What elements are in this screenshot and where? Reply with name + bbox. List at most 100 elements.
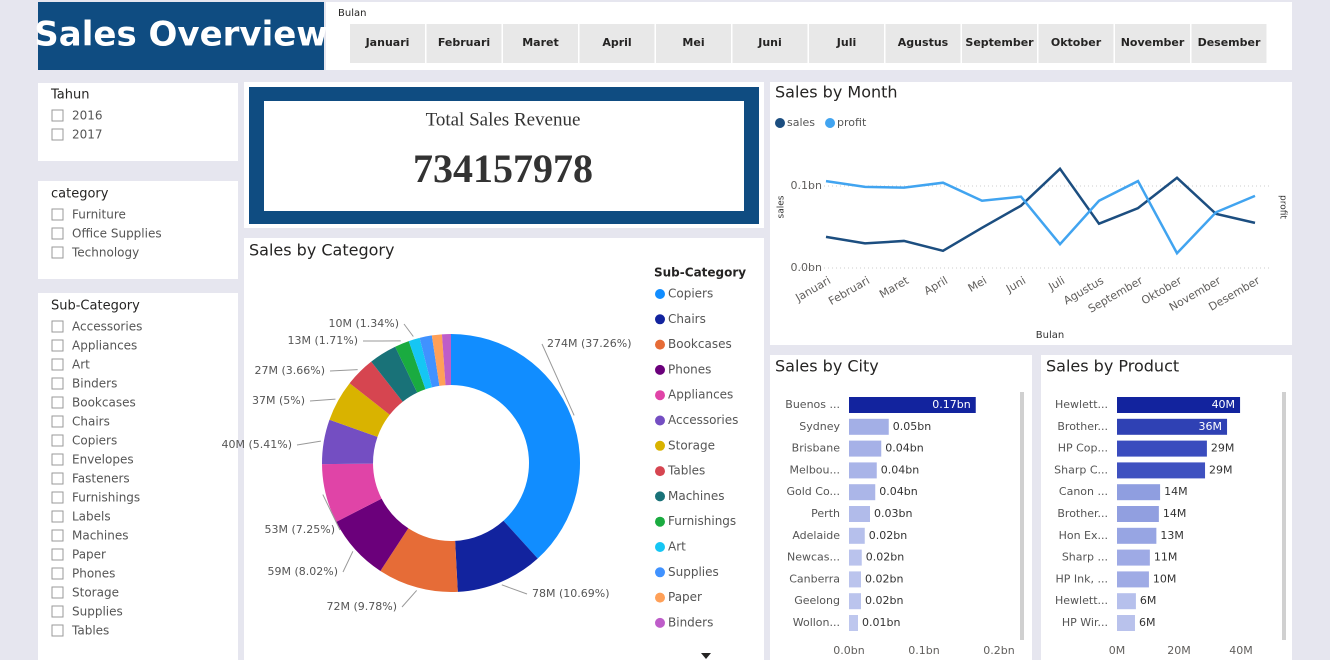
bar[interactable] xyxy=(1117,571,1149,588)
month-button-label[interactable]: Januari xyxy=(365,36,410,49)
checkbox[interactable] xyxy=(51,246,64,259)
month-button-label[interactable]: April xyxy=(602,36,631,49)
checkbox[interactable] xyxy=(51,415,64,428)
legend-label[interactable]: Tables xyxy=(667,464,705,478)
legend-label[interactable]: Furnishings xyxy=(668,514,736,528)
legend-label[interactable]: Storage xyxy=(668,438,715,452)
bar[interactable] xyxy=(1117,462,1206,479)
slicer-option[interactable]: Art xyxy=(72,358,90,372)
bar[interactable] xyxy=(849,615,858,631)
checkbox[interactable] xyxy=(51,227,64,240)
month-button[interactable] xyxy=(1038,24,1114,63)
legend-marker[interactable] xyxy=(655,339,665,350)
checkbox[interactable] xyxy=(51,510,64,523)
month-button-label[interactable]: Februari xyxy=(438,36,490,49)
month-button-label[interactable]: Mei xyxy=(682,36,704,49)
bar[interactable] xyxy=(1117,615,1135,631)
legend-marker[interactable] xyxy=(655,364,665,375)
checkbox[interactable] xyxy=(51,624,64,637)
legend-label[interactable]: Binders xyxy=(668,615,713,629)
legend-marker[interactable] xyxy=(655,516,665,527)
legend-marker[interactable] xyxy=(655,592,665,603)
bar[interactable] xyxy=(1117,549,1150,566)
slicer-option[interactable]: Chairs xyxy=(72,415,110,429)
checkbox[interactable] xyxy=(51,529,64,542)
bar[interactable] xyxy=(849,484,876,501)
slicer-option[interactable]: Supplies xyxy=(72,605,123,619)
month-button-label[interactable]: Maret xyxy=(522,36,559,49)
checkbox[interactable] xyxy=(51,396,64,409)
slicer-option[interactable]: Machines xyxy=(72,529,128,543)
checkbox[interactable] xyxy=(51,339,64,352)
slicer-option[interactable]: Binders xyxy=(72,377,117,391)
month-button-label[interactable]: Oktober xyxy=(1051,36,1102,49)
month-button[interactable] xyxy=(579,24,655,63)
month-button[interactable] xyxy=(885,24,961,63)
checkbox[interactable] xyxy=(51,208,64,221)
slicer-option[interactable]: Labels xyxy=(72,510,111,524)
legend-marker[interactable] xyxy=(655,390,665,401)
legend-label[interactable]: Machines xyxy=(668,489,724,503)
bar[interactable] xyxy=(1117,397,1241,413)
bar[interactable] xyxy=(849,549,862,566)
slicer-option[interactable]: 2017 xyxy=(72,128,103,142)
slicer-option[interactable]: 2016 xyxy=(72,109,103,123)
checkbox[interactable] xyxy=(51,320,64,333)
month-button[interactable] xyxy=(350,24,425,63)
bar[interactable] xyxy=(1117,440,1207,457)
checkbox[interactable] xyxy=(51,358,64,371)
month-button[interactable] xyxy=(809,24,884,63)
legend-label[interactable]: Accessories xyxy=(668,413,738,427)
bar[interactable] xyxy=(849,571,861,588)
legend-label[interactable]: Paper xyxy=(668,590,702,604)
legend-marker[interactable] xyxy=(655,567,665,578)
month-button[interactable] xyxy=(1115,24,1190,63)
slicer-option[interactable]: Office Supplies xyxy=(72,227,162,241)
month-button-label[interactable]: September xyxy=(965,36,1034,49)
slicer-option[interactable]: Paper xyxy=(72,548,106,562)
checkbox[interactable] xyxy=(51,586,64,599)
slicer-option[interactable]: Copiers xyxy=(72,434,117,448)
bar[interactable] xyxy=(1117,593,1136,610)
bar[interactable] xyxy=(1117,484,1161,501)
checkbox[interactable] xyxy=(51,605,64,618)
legend-marker[interactable] xyxy=(655,491,665,502)
legend-label[interactable]: Bookcases xyxy=(668,337,732,351)
month-button[interactable] xyxy=(962,24,1037,63)
legend-marker[interactable] xyxy=(655,289,665,299)
legend-label[interactable]: Appliances xyxy=(668,388,733,402)
checkbox[interactable] xyxy=(51,548,64,561)
checkbox[interactable] xyxy=(51,434,64,447)
legend-marker[interactable] xyxy=(655,617,665,628)
bar[interactable] xyxy=(849,397,976,413)
month-button-label[interactable]: Juli xyxy=(836,36,856,49)
checkbox[interactable] xyxy=(51,472,64,485)
month-button-label[interactable]: Agustus xyxy=(898,36,949,49)
legend-label[interactable]: Chairs xyxy=(668,312,706,326)
slicer-option[interactable]: Storage xyxy=(72,586,119,600)
checkbox[interactable] xyxy=(51,128,64,141)
legend-marker[interactable] xyxy=(655,440,665,451)
slicer-option[interactable]: Fasteners xyxy=(72,472,130,486)
month-button-label[interactable]: Desember xyxy=(1198,36,1261,49)
bar[interactable] xyxy=(1117,418,1228,435)
slicer-option[interactable]: Envelopes xyxy=(72,453,134,467)
slicer-option[interactable]: Tables xyxy=(71,624,109,638)
slicer-option[interactable]: Furnishings xyxy=(72,491,140,505)
month-button-label[interactable]: Juni xyxy=(757,36,782,49)
legend-marker[interactable] xyxy=(655,415,665,426)
month-button[interactable] xyxy=(426,24,502,63)
legend-label[interactable]: profit xyxy=(837,116,867,129)
legend-marker[interactable] xyxy=(655,466,665,477)
legend-label[interactable]: Phones xyxy=(668,362,711,376)
slicer-option[interactable]: Bookcases xyxy=(72,396,136,410)
bar[interactable] xyxy=(849,593,861,610)
month-button-label[interactable]: November xyxy=(1121,36,1185,49)
month-button[interactable] xyxy=(503,24,578,63)
slicer-option[interactable]: Furniture xyxy=(72,208,126,222)
bar[interactable] xyxy=(1117,527,1157,544)
bar[interactable] xyxy=(849,527,865,544)
checkbox[interactable] xyxy=(51,109,64,122)
legend-scroll-arrow[interactable] xyxy=(701,653,711,659)
legend-label[interactable]: sales xyxy=(787,116,815,129)
